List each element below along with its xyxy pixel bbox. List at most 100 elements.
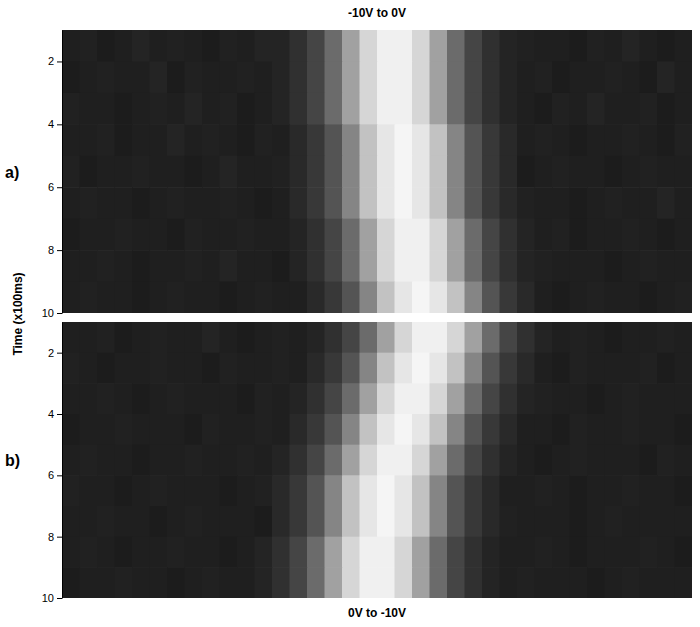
heatmap-cell: [307, 506, 325, 537]
heatmap-cell: [132, 567, 150, 598]
heatmap-cell: [202, 219, 220, 251]
tick-mark: [57, 537, 62, 538]
heatmap-cell: [255, 506, 273, 537]
heatmap-cell: [115, 219, 133, 251]
tick-label: 6: [48, 181, 54, 193]
heatmap-cell: [622, 322, 640, 353]
heatmap-cell: [640, 567, 658, 598]
tick-label: 2: [48, 55, 54, 67]
heatmap-cell: [412, 93, 430, 125]
heatmap-cell: [360, 445, 378, 476]
heatmap-cell: [202, 187, 220, 219]
heatmap-cell: [185, 445, 203, 476]
heatmap-cell: [202, 445, 220, 476]
heatmap-cell: [185, 322, 203, 353]
heatmap-cell: [202, 537, 220, 568]
heatmap-cell: [552, 537, 570, 568]
heatmap-cell: [447, 475, 465, 506]
heatmap-cell: [202, 156, 220, 188]
heatmap-cell: [447, 61, 465, 93]
heatmap-cell: [80, 475, 98, 506]
heatmap-cell: [132, 537, 150, 568]
heatmap-cell: [220, 187, 238, 219]
heatmap-cell: [587, 282, 605, 313]
heatmap-cell: [220, 383, 238, 414]
heatmap-cell: [255, 353, 273, 384]
heatmap-cell: [482, 30, 500, 62]
heatmap-cell: [325, 156, 343, 188]
heatmap-cell: [342, 250, 360, 282]
heatmap-cell: [447, 567, 465, 598]
heatmap-cell: [570, 30, 588, 62]
heatmap-cell: [220, 506, 238, 537]
heatmap-cell: [552, 219, 570, 251]
heatmap-cell: [220, 61, 238, 93]
heatmap-cell: [587, 93, 605, 125]
heatmap-cell: [535, 383, 553, 414]
heatmap-cell: [62, 506, 80, 537]
heatmap-cell: [675, 353, 693, 384]
heatmap-cell: [640, 414, 658, 445]
heatmap-cell: [377, 506, 395, 537]
heatmap-cell: [342, 506, 360, 537]
heatmap-cell: [220, 124, 238, 156]
heatmap-cell: [587, 567, 605, 598]
heatmap-cell: [377, 567, 395, 598]
heatmap-cell: [447, 156, 465, 188]
heatmap-cell: [307, 567, 325, 598]
heatmap-cell: [657, 187, 675, 219]
heatmap-cell: [605, 383, 623, 414]
heatmap-cell: [167, 414, 185, 445]
heatmap-cell: [570, 61, 588, 93]
heatmap-cell: [272, 30, 290, 62]
heatmap-cell: [132, 156, 150, 188]
heatmap-cell: [220, 445, 238, 476]
heatmap-cell: [535, 445, 553, 476]
heatmap-cell: [272, 445, 290, 476]
heatmap-cell: [570, 537, 588, 568]
heatmap-cell: [640, 93, 658, 125]
heatmap-cell: [307, 383, 325, 414]
heatmap-cell: [412, 353, 430, 384]
heatmap-cell: [307, 414, 325, 445]
heatmap-cell: [640, 537, 658, 568]
heatmap-cell: [517, 322, 535, 353]
heatmap-cell: [482, 475, 500, 506]
heatmap-cell: [360, 537, 378, 568]
heatmap-cell: [220, 414, 238, 445]
heatmap-cell: [622, 506, 640, 537]
heatmap-cell: [395, 322, 413, 353]
heatmap-cell: [325, 93, 343, 125]
heatmap-cell: [675, 124, 693, 156]
heatmap-cell: [307, 445, 325, 476]
heatmap-cell: [640, 282, 658, 313]
heatmap-cell: [62, 567, 80, 598]
heatmap-cell: [290, 30, 308, 62]
heatmap-cell: [412, 322, 430, 353]
heatmap-cell: [552, 475, 570, 506]
heatmap-cell: [255, 383, 273, 414]
heatmap-cell: [132, 219, 150, 251]
heatmap-cell: [395, 156, 413, 188]
heatmap-cell: [465, 322, 483, 353]
heatmap-cell: [482, 282, 500, 313]
heatmap-cell: [325, 353, 343, 384]
heatmap-cell: [587, 156, 605, 188]
heatmap-cell: [675, 219, 693, 251]
heatmap-cells: [62, 322, 692, 598]
heatmap-cell: [465, 187, 483, 219]
heatmap-cell: [132, 30, 150, 62]
heatmap-cell: [377, 322, 395, 353]
heatmap-cell: [657, 383, 675, 414]
heatmap-cell: [517, 414, 535, 445]
heatmap-cell: [517, 30, 535, 62]
heatmap-cell: [307, 353, 325, 384]
heatmap-cell: [185, 567, 203, 598]
heatmap-cell: [552, 156, 570, 188]
heatmap-cell: [97, 567, 115, 598]
heatmap-cell: [412, 537, 430, 568]
heatmap-cell: [290, 445, 308, 476]
heatmap-cell: [150, 567, 168, 598]
tick: 6: [48, 181, 62, 193]
heatmap-cell: [500, 282, 518, 313]
